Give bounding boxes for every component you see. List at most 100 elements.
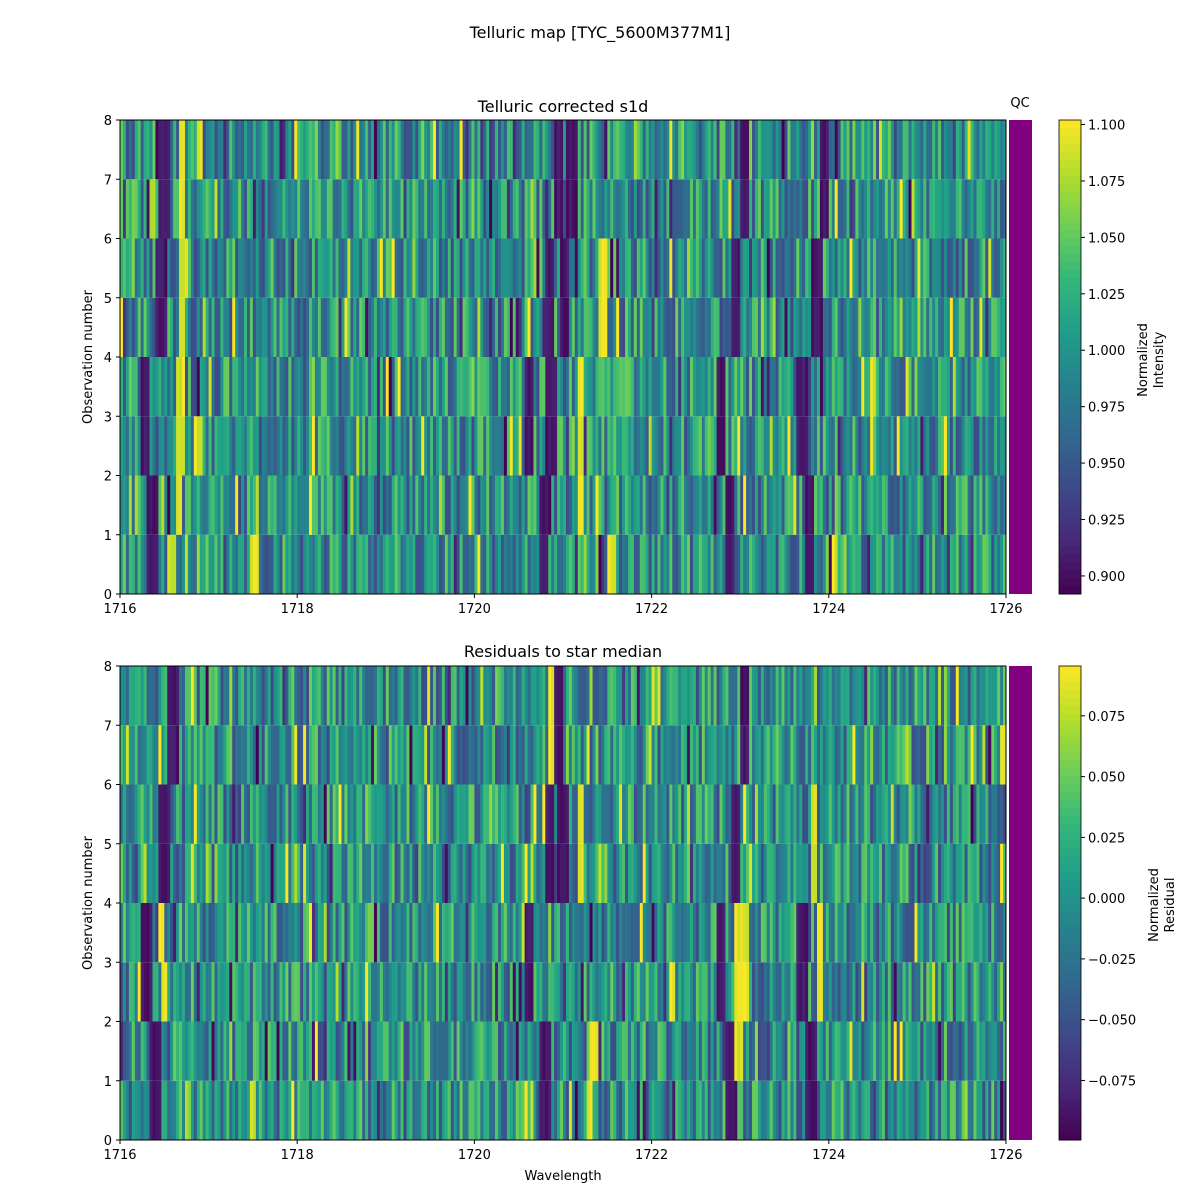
heatmap-cell (380, 903, 383, 962)
heatmap-cell (380, 1081, 383, 1140)
heatmap-cell (634, 179, 637, 238)
heatmap-cell (634, 844, 637, 903)
heatmap-cell (406, 1081, 409, 1140)
heatmap-cell (590, 416, 593, 475)
heatmap-cell (722, 179, 725, 238)
heatmap-cell (409, 844, 412, 903)
heatmap-cell (882, 298, 885, 357)
heatmap-cell (929, 666, 932, 725)
heatmap-cell (640, 179, 643, 238)
heatmap-cell (569, 416, 572, 475)
heatmap-cell (988, 1081, 991, 1140)
heatmap-cell (442, 239, 445, 298)
heatmap-cell (968, 239, 971, 298)
heatmap-cell (971, 357, 974, 416)
colorbar-segment (1059, 183, 1081, 191)
heatmap-cell (339, 962, 342, 1021)
heatmap-cell (398, 179, 401, 238)
y-tick-label: 8 (104, 660, 112, 675)
heatmap-cell (430, 903, 433, 962)
heatmap-cell (188, 785, 191, 844)
heatmap-cell (158, 298, 161, 357)
heatmap-cell (938, 903, 941, 962)
heatmap-cell (226, 903, 229, 962)
heatmap-cell (832, 298, 835, 357)
heatmap-cell (782, 179, 785, 238)
heatmap-cell (155, 785, 158, 844)
heatmap-cell (799, 962, 802, 1021)
heatmap-cell (176, 298, 179, 357)
heatmap-cell (229, 666, 232, 725)
heatmap-cell (492, 357, 495, 416)
heatmap-cell (321, 1022, 324, 1081)
heatmap-cell (879, 962, 882, 1021)
heatmap-cell (761, 357, 764, 416)
heatmap-cell (976, 298, 979, 357)
heatmap-cell (914, 1022, 917, 1081)
heatmap-cell (220, 535, 223, 594)
heatmap-cell (256, 298, 259, 357)
heatmap-cell (427, 239, 430, 298)
heatmap-cell (268, 476, 271, 535)
heatmap-cell (327, 1081, 330, 1140)
heatmap-cell (590, 666, 593, 725)
heatmap-cell (1000, 535, 1003, 594)
heatmap-cell (203, 785, 206, 844)
heatmap-cell (761, 535, 764, 594)
heatmap-cell (265, 120, 268, 179)
heatmap-cell (545, 239, 548, 298)
heatmap-cell (155, 179, 158, 238)
heatmap-cell (377, 179, 380, 238)
heatmap-cell (507, 416, 510, 475)
heatmap-cell (454, 962, 457, 1021)
heatmap-cell (232, 903, 235, 962)
heatmap-cell (209, 120, 212, 179)
heatmap-cell (244, 298, 247, 357)
heatmap-cell (229, 535, 232, 594)
heatmap-cell (944, 666, 947, 725)
heatmap-cell (953, 120, 956, 179)
heatmap-cell (959, 120, 962, 179)
heatmap-cell (344, 239, 347, 298)
heatmap-cell (498, 535, 501, 594)
colorbar-segment (1059, 483, 1081, 491)
heatmap-cell (770, 785, 773, 844)
heatmap-cell (191, 1022, 194, 1081)
heatmap-cell (454, 785, 457, 844)
heatmap-cell (480, 120, 483, 179)
heatmap-cell (906, 725, 909, 784)
heatmap-cell (383, 666, 386, 725)
heatmap-cell (808, 785, 811, 844)
heatmap-cell (979, 1022, 982, 1081)
heatmap-cell (968, 962, 971, 1021)
heatmap-cell (297, 120, 300, 179)
heatmap-cell (144, 1081, 147, 1140)
heatmap-cell (522, 844, 525, 903)
heatmap-cell (442, 416, 445, 475)
heatmap-cell (383, 476, 386, 535)
heatmap-cell (152, 476, 155, 535)
heatmap-cell (306, 1022, 309, 1081)
heatmap-cell (696, 903, 699, 962)
heatmap-cell (637, 298, 640, 357)
heatmap-cell (575, 120, 578, 179)
heatmap-cell (430, 1022, 433, 1081)
heatmap-cell (386, 725, 389, 784)
heatmap-cell (847, 120, 850, 179)
heatmap-cell (835, 298, 838, 357)
heatmap-cell (926, 666, 929, 725)
heatmap-cell (463, 962, 466, 1021)
heatmap-cell (495, 476, 498, 535)
heatmap-cell (923, 903, 926, 962)
heatmap-cell (655, 844, 658, 903)
heatmap-cell (923, 844, 926, 903)
heatmap-cell (790, 239, 793, 298)
heatmap-cell (628, 725, 631, 784)
heatmap-cell (418, 535, 421, 594)
heatmap-cell (324, 357, 327, 416)
heatmap-cell (844, 903, 847, 962)
heatmap-cell (926, 903, 929, 962)
heatmap-cell (170, 298, 173, 357)
heatmap-cell (383, 1022, 386, 1081)
heatmap-cell (386, 298, 389, 357)
